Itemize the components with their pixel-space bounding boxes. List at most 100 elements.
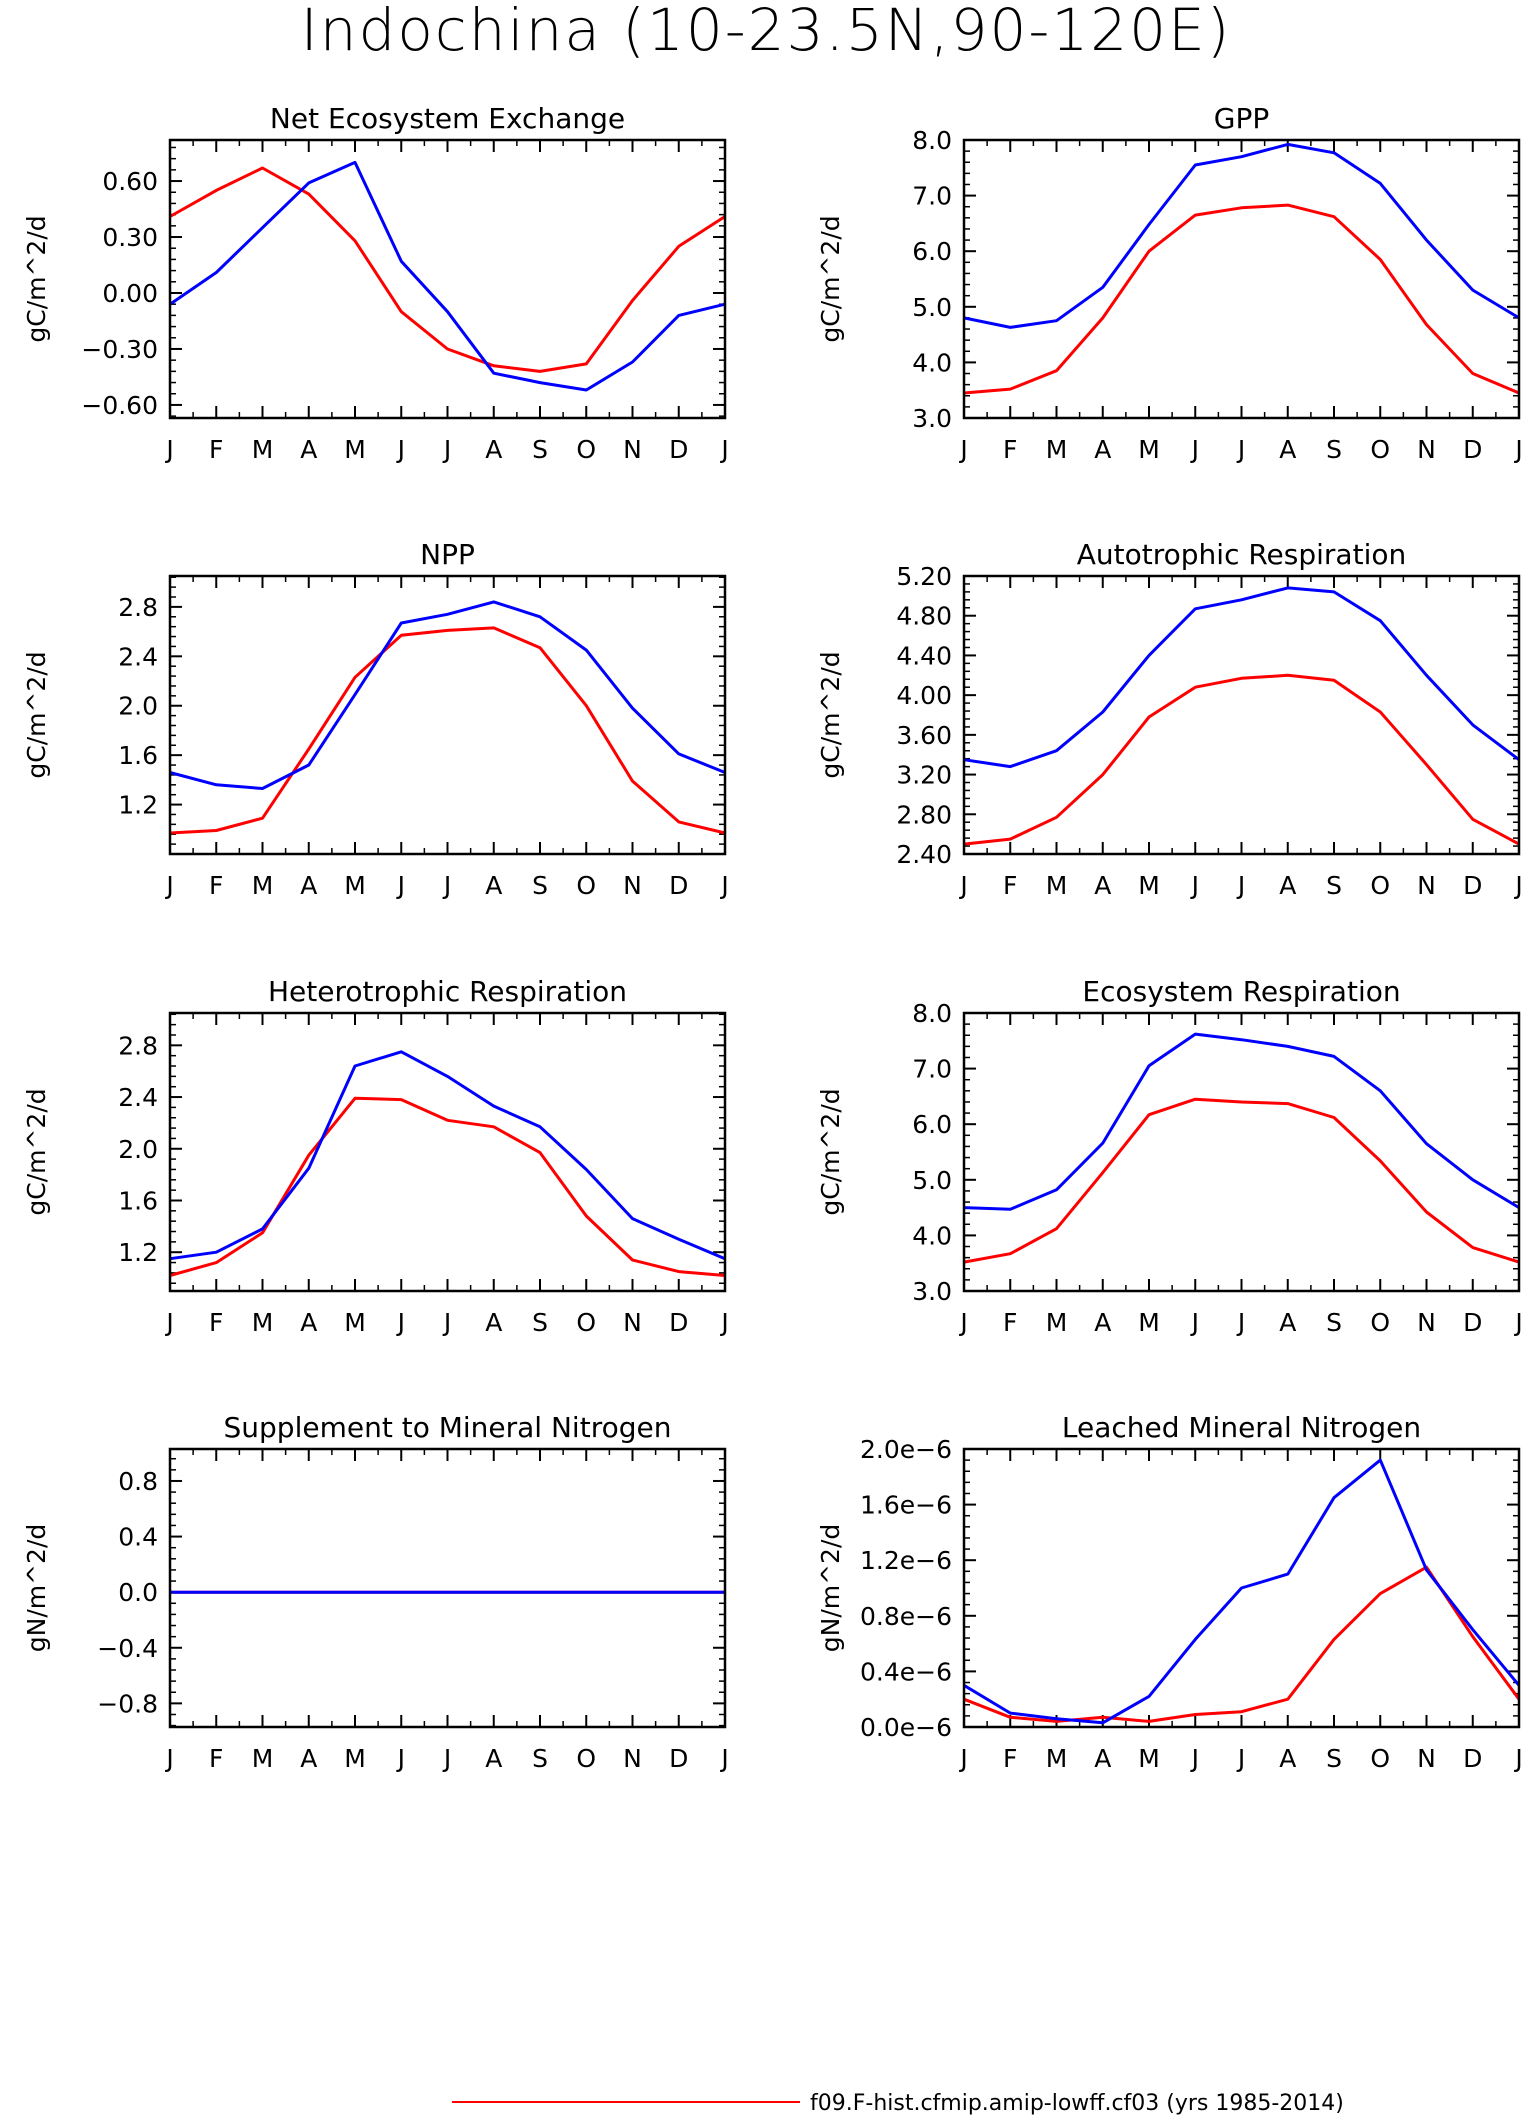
- x-tick-label: J: [1513, 1308, 1522, 1337]
- y-tick-label: 1.6: [118, 741, 158, 770]
- x-tick-label: N: [1417, 1308, 1436, 1337]
- series-line-blue: [963, 142, 1520, 329]
- y-tick-label: 5.0: [912, 293, 952, 322]
- series-line-blue: [963, 1458, 1521, 1725]
- y-tick-label: 0.4: [118, 1523, 158, 1552]
- y-tick-label: 2.80: [896, 800, 952, 829]
- y-tick-label: 0.0: [118, 1578, 158, 1607]
- plot-frame: [962, 574, 1521, 856]
- series-line-red: [169, 626, 726, 835]
- x-tick-label: M: [344, 871, 366, 900]
- x-tick-label: F: [209, 871, 223, 900]
- y-tick-label: 2.0: [118, 1135, 158, 1164]
- y-axis-label: gC/m^2/d: [816, 215, 845, 342]
- plot-frame: [168, 1011, 727, 1293]
- x-tick-label: A: [485, 435, 502, 464]
- chart-panel-7: Supplement to Mineral Nitrogen gN/m^2/d J F…: [22, 1411, 729, 1773]
- series-line-blue: [169, 1050, 726, 1261]
- x-tick-label: M: [252, 1308, 274, 1337]
- x-tick-label: J: [164, 1308, 173, 1337]
- series-line-blue: [169, 160, 726, 392]
- x-tick-label: A: [300, 1744, 317, 1773]
- series-line-red: [963, 203, 1520, 395]
- y-tick-label: 6.0: [912, 237, 952, 266]
- y-tick-label: 3.0: [912, 1277, 952, 1306]
- y-tick-label: 6.0: [912, 1110, 952, 1139]
- x-tick-label: A: [485, 1308, 502, 1337]
- x-tick-label: A: [1094, 1308, 1111, 1337]
- y-tick-label: 2.0e−6: [860, 1435, 952, 1464]
- x-tick-label: J: [1236, 1308, 1245, 1337]
- x-tick-label: N: [623, 1744, 642, 1773]
- x-tick-label: J: [396, 871, 405, 900]
- x-tick-label: J: [1190, 1744, 1199, 1773]
- x-tick-label: N: [623, 871, 642, 900]
- plot-frame: [168, 1447, 727, 1729]
- y-tick-label: 4.40: [896, 641, 952, 670]
- panel-title: Heterotrophic Respiration: [268, 975, 627, 1008]
- x-tick-label: S: [532, 1308, 548, 1337]
- x-tick-label: D: [669, 435, 688, 464]
- y-tick-label: 2.40: [896, 840, 952, 869]
- x-tick-label: J: [1236, 435, 1245, 464]
- y-tick-label: 0.8: [118, 1467, 158, 1496]
- x-tick-label: J: [1513, 1744, 1522, 1773]
- plot-frame: [168, 574, 727, 856]
- y-axis-label: gN/m^2/d: [816, 1524, 845, 1653]
- panel-title: Ecosystem Respiration: [1082, 975, 1400, 1008]
- x-tick-label: N: [1417, 1744, 1436, 1773]
- y-axis-label: gC/m^2/d: [816, 651, 845, 778]
- panel-title: GPP: [1214, 102, 1269, 135]
- y-tick-label: 2.8: [118, 593, 158, 622]
- series-line-red: [169, 166, 726, 373]
- x-tick-label: M: [252, 435, 274, 464]
- x-tick-label: N: [623, 1308, 642, 1337]
- y-tick-label: 2.4: [118, 642, 158, 671]
- x-tick-label: O: [576, 435, 596, 464]
- series-line-blue: [963, 586, 1520, 769]
- x-tick-label: M: [1138, 1744, 1160, 1773]
- x-tick-label: J: [719, 435, 728, 464]
- x-tick-label: F: [209, 1308, 223, 1337]
- y-tick-label: 7.0: [912, 182, 952, 211]
- x-tick-label: J: [1190, 1308, 1199, 1337]
- x-tick-label: F: [209, 1744, 223, 1773]
- panel-title: NPP: [420, 538, 475, 571]
- x-tick-label: M: [1046, 1308, 1068, 1337]
- y-tick-label: 1.6e−6: [860, 1491, 952, 1520]
- plot-frame: [168, 138, 727, 420]
- x-tick-label: A: [1094, 1744, 1111, 1773]
- y-tick-label: 0.8e−6: [860, 1602, 952, 1631]
- plot-frame: [962, 1011, 1521, 1293]
- series-line-blue: [169, 600, 726, 790]
- y-tick-label: −0.8: [97, 1689, 158, 1718]
- panel-title: Supplement to Mineral Nitrogen: [224, 1411, 672, 1444]
- y-tick-label: 7.0: [912, 1055, 952, 1084]
- y-axis-label: gC/m^2/d: [816, 1088, 845, 1215]
- x-tick-label: J: [719, 1744, 728, 1773]
- x-tick-label: J: [1513, 871, 1522, 900]
- x-tick-label: M: [252, 1744, 274, 1773]
- x-tick-label: J: [719, 871, 728, 900]
- x-tick-label: A: [300, 435, 317, 464]
- x-tick-label: J: [442, 871, 451, 900]
- x-tick-label: M: [1138, 435, 1160, 464]
- series-line-blue: [963, 1032, 1520, 1211]
- x-tick-label: D: [669, 1744, 688, 1773]
- y-tick-label: 2.4: [118, 1083, 158, 1112]
- x-tick-label: A: [1094, 435, 1111, 464]
- y-tick-label: −0.60: [81, 391, 158, 420]
- x-tick-label: A: [1094, 871, 1111, 900]
- series-line-red: [963, 1097, 1520, 1264]
- x-tick-label: M: [1046, 871, 1068, 900]
- x-tick-label: J: [958, 1308, 967, 1337]
- y-tick-label: 0.4e−6: [860, 1657, 952, 1686]
- x-tick-label: D: [1463, 1744, 1482, 1773]
- x-tick-label: J: [1190, 871, 1199, 900]
